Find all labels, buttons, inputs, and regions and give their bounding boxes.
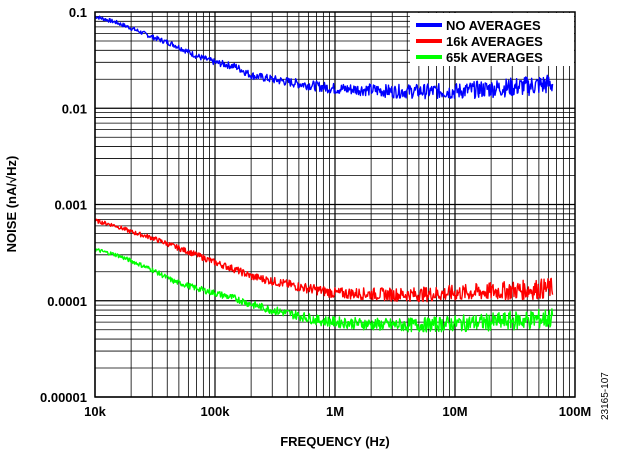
series-layer [94,15,554,333]
x-tick-label: 100M [559,404,592,419]
series-line-2 [94,218,554,303]
y-tick-label: 0.01 [62,101,87,116]
legend-label-2: 16k AVERAGES [446,34,543,49]
x-axis-label: FREQUENCY (Hz) [280,434,390,449]
plot-frame [94,11,576,398]
x-tick-label: 10k [84,404,106,419]
y-axis-label: NOISE (nA/√Hz) [4,156,19,253]
x-tick-label: 10M [442,404,467,419]
series-line-3 [94,248,554,333]
y-tick-label: 0.001 [54,198,87,213]
legend-label-1: NO AVERAGES [446,18,541,33]
y-tick-label: 0.00001 [40,390,87,405]
tick-labels: 10k 100k 1M 10M 100M 0.1 0.01 0.001 0.0001 0.0000… [40,5,591,419]
legend-label-3: 65k AVERAGES [446,50,543,65]
y-tick-label: 0.1 [69,5,87,20]
series-line-1 [94,15,554,100]
x-tick-label: 100k [201,404,231,419]
y-tick-label: 0.0001 [47,294,87,309]
figure-id-label: 23165-107 [600,372,611,420]
x-tick-label: 1M [326,404,344,419]
grid-layer [94,12,575,398]
